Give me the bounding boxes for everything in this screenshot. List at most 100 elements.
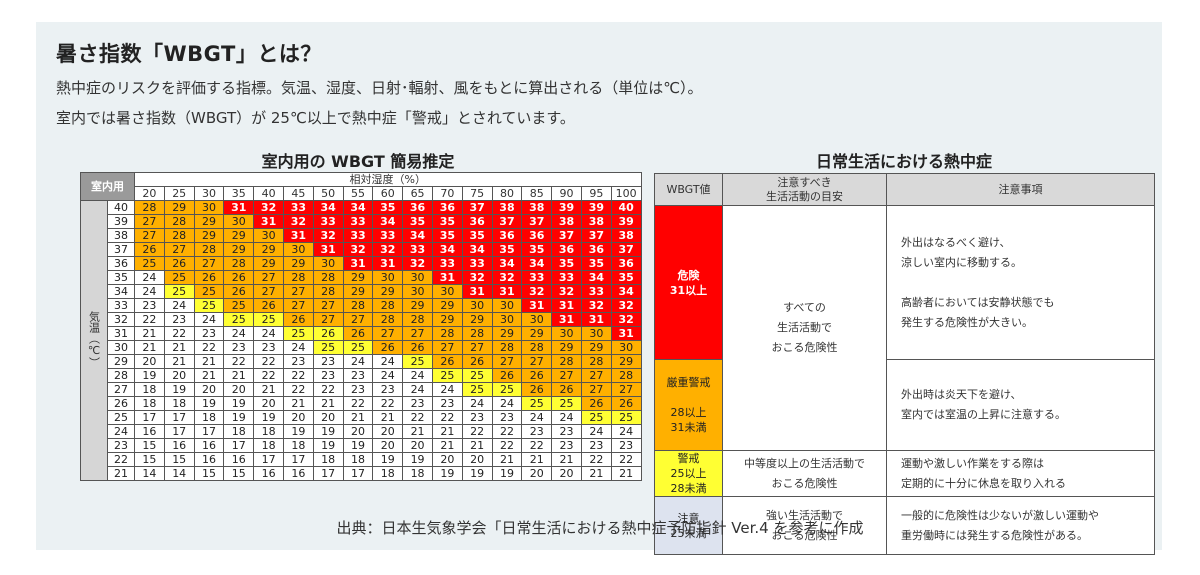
wbgt-cell: 26 xyxy=(461,354,493,369)
temperature-value: 30 xyxy=(107,340,135,355)
level-caution-range: 25未満 xyxy=(670,526,707,540)
wbgt-cell: 27 xyxy=(312,312,344,327)
wbgt-cell: 21 xyxy=(551,452,582,467)
temperature-value: 25 xyxy=(107,410,135,425)
wbgt-cell: 25 xyxy=(223,298,255,313)
wbgt-cell: 17 xyxy=(253,452,284,467)
wbgt-cell: 33 xyxy=(551,270,582,285)
wbgt-cell: 26 xyxy=(431,354,463,369)
wbgt-cell: 18 xyxy=(193,410,225,425)
grid-row: 29 20 21 21 22 22 23 23 24 24 25 26 26 27 27 28 28 29 xyxy=(81,354,642,369)
grid-row: 35 24 25 26 26 27 28 28 29 30 30 31 32 32 33 33 34 35 xyxy=(81,270,642,285)
wbgt-cell: 22 xyxy=(491,438,523,453)
grid-row: 33 23 24 25 25 26 27 27 28 28 29 29 30 30 31 31 32 32 xyxy=(81,298,642,313)
wbgt-cell: 35 xyxy=(491,242,523,257)
humidity-value: 30 xyxy=(193,186,225,201)
level-severe-warning: 厳重警戒 28以上 31未満 xyxy=(654,359,723,451)
wbgt-cell: 28 xyxy=(193,242,225,257)
wbgt-cell: 24 xyxy=(402,382,433,397)
wbgt-cell: 27 xyxy=(163,242,195,257)
wbgt-cell: 24 xyxy=(342,354,374,369)
wbgt-cell: 36 xyxy=(521,228,553,243)
wbgt-cell: 28 xyxy=(521,340,553,355)
temperature-value: 32 xyxy=(107,312,135,327)
wbgt-cell: 23 xyxy=(342,368,374,383)
wbgt-cell: 25 xyxy=(431,368,463,383)
activity-strong: 強い生活活動で おこる危険性 xyxy=(722,496,887,555)
grid-header-row-1: 室内用 相対湿度（%） xyxy=(80,172,642,201)
wbgt-cell: 32 xyxy=(610,298,642,313)
wbgt-cell: 31 xyxy=(580,312,612,327)
wbgt-cell: 24 xyxy=(610,424,642,439)
wbgt-cell: 25 xyxy=(461,382,493,397)
wbgt-cell: 17 xyxy=(282,452,314,467)
notes-caution: 一般的に危険性は少ないが激しい運動や 重労働時には発生する危険性がある。 xyxy=(886,496,1155,555)
wbgt-cell: 22 xyxy=(312,382,344,397)
wbgt-grid-title: 室内用の WBGT 簡易推定 xyxy=(261,152,455,171)
wbgt-cell: 29 xyxy=(580,340,612,355)
wbgt-cell: 32 xyxy=(551,284,582,299)
wbgt-cell: 15 xyxy=(134,452,165,467)
wbgt-cell: 28 xyxy=(312,270,344,285)
wbgt-cell: 17 xyxy=(163,410,195,425)
wbgt-cell: 39 xyxy=(580,200,612,215)
wbgt-cell: 15 xyxy=(223,466,255,481)
wbgt-cell: 33 xyxy=(580,284,612,299)
wbgt-cell: 18 xyxy=(282,438,314,453)
wbgt-cell: 36 xyxy=(580,242,612,257)
wbgt-cell: 30 xyxy=(491,298,523,313)
wbgt-cell: 27 xyxy=(402,326,433,341)
wbgt-cell: 17 xyxy=(312,466,344,481)
temperature-value: 26 xyxy=(107,396,135,411)
temperature-value: 40 xyxy=(107,200,135,215)
wbgt-cell: 33 xyxy=(461,256,493,271)
wbgt-cell: 39 xyxy=(610,214,642,229)
humidity-value: 35 xyxy=(223,186,255,201)
wbgt-cell: 21 xyxy=(312,396,344,411)
wbgt-cell: 27 xyxy=(134,214,165,229)
wbgt-cell: 24 xyxy=(551,410,582,425)
wbgt-cell: 28 xyxy=(163,228,195,243)
humidity-value: 25 xyxy=(163,186,195,201)
wbgt-cell: 23 xyxy=(580,438,612,453)
humidity-value: 50 xyxy=(312,186,344,201)
wbgt-cell: 22 xyxy=(521,438,553,453)
wbgt-cell: 29 xyxy=(491,326,523,341)
grid-row: 26 18 18 19 19 20 21 21 22 22 23 23 24 24 25 25 26 26 xyxy=(81,396,642,411)
wbgt-cell: 30 xyxy=(610,340,642,355)
wbgt-cell: 31 xyxy=(461,284,493,299)
humidity-value: 75 xyxy=(461,186,493,201)
wbgt-cell: 22 xyxy=(431,410,463,425)
wbgt-cell: 31 xyxy=(372,256,404,271)
wbgt-cell: 31 xyxy=(253,214,284,229)
wbgt-cell: 28 xyxy=(372,298,404,313)
wbgt-cell: 38 xyxy=(580,214,612,229)
wbgt-cell: 38 xyxy=(551,214,582,229)
wbgt-cell: 36 xyxy=(491,228,523,243)
wbgt-cell: 21 xyxy=(193,354,225,369)
wbgt-cell: 32 xyxy=(461,270,493,285)
wbgt-cell: 22 xyxy=(223,354,255,369)
wbgt-cell: 16 xyxy=(223,452,255,467)
wbgt-cell: 27 xyxy=(282,284,314,299)
humidity-value: 60 xyxy=(372,186,404,201)
wbgt-cell: 26 xyxy=(521,382,553,397)
wbgt-cell: 18 xyxy=(253,438,284,453)
wbgt-cell: 29 xyxy=(431,312,463,327)
wbgt-cell: 21 xyxy=(402,424,433,439)
activity-all: すべての 生活活動で おこる危険性 xyxy=(722,205,887,451)
wbgt-cell: 26 xyxy=(402,340,433,355)
wbgt-cell: 18 xyxy=(253,424,284,439)
temperature-value: 27 xyxy=(107,382,135,397)
wbgt-cell: 14 xyxy=(163,466,195,481)
wbgt-cell: 23 xyxy=(431,396,463,411)
wbgt-cell: 38 xyxy=(491,200,523,215)
grid-row: 37 26 27 28 29 29 30 31 32 32 33 34 34 35 35 36 36 37 xyxy=(81,242,642,257)
level-severe-name: 厳重警戒 xyxy=(666,376,711,389)
grid-row: 31 21 22 23 24 24 25 26 26 27 27 28 28 29 29 30 30 31 xyxy=(81,326,642,341)
temperature-value: 36 xyxy=(107,256,135,271)
level-warning: 警戒 25以上 28未満 xyxy=(654,450,723,497)
wbgt-cell: 21 xyxy=(282,396,314,411)
wbgt-cell: 23 xyxy=(312,354,344,369)
wbgt-cell: 23 xyxy=(193,326,225,341)
